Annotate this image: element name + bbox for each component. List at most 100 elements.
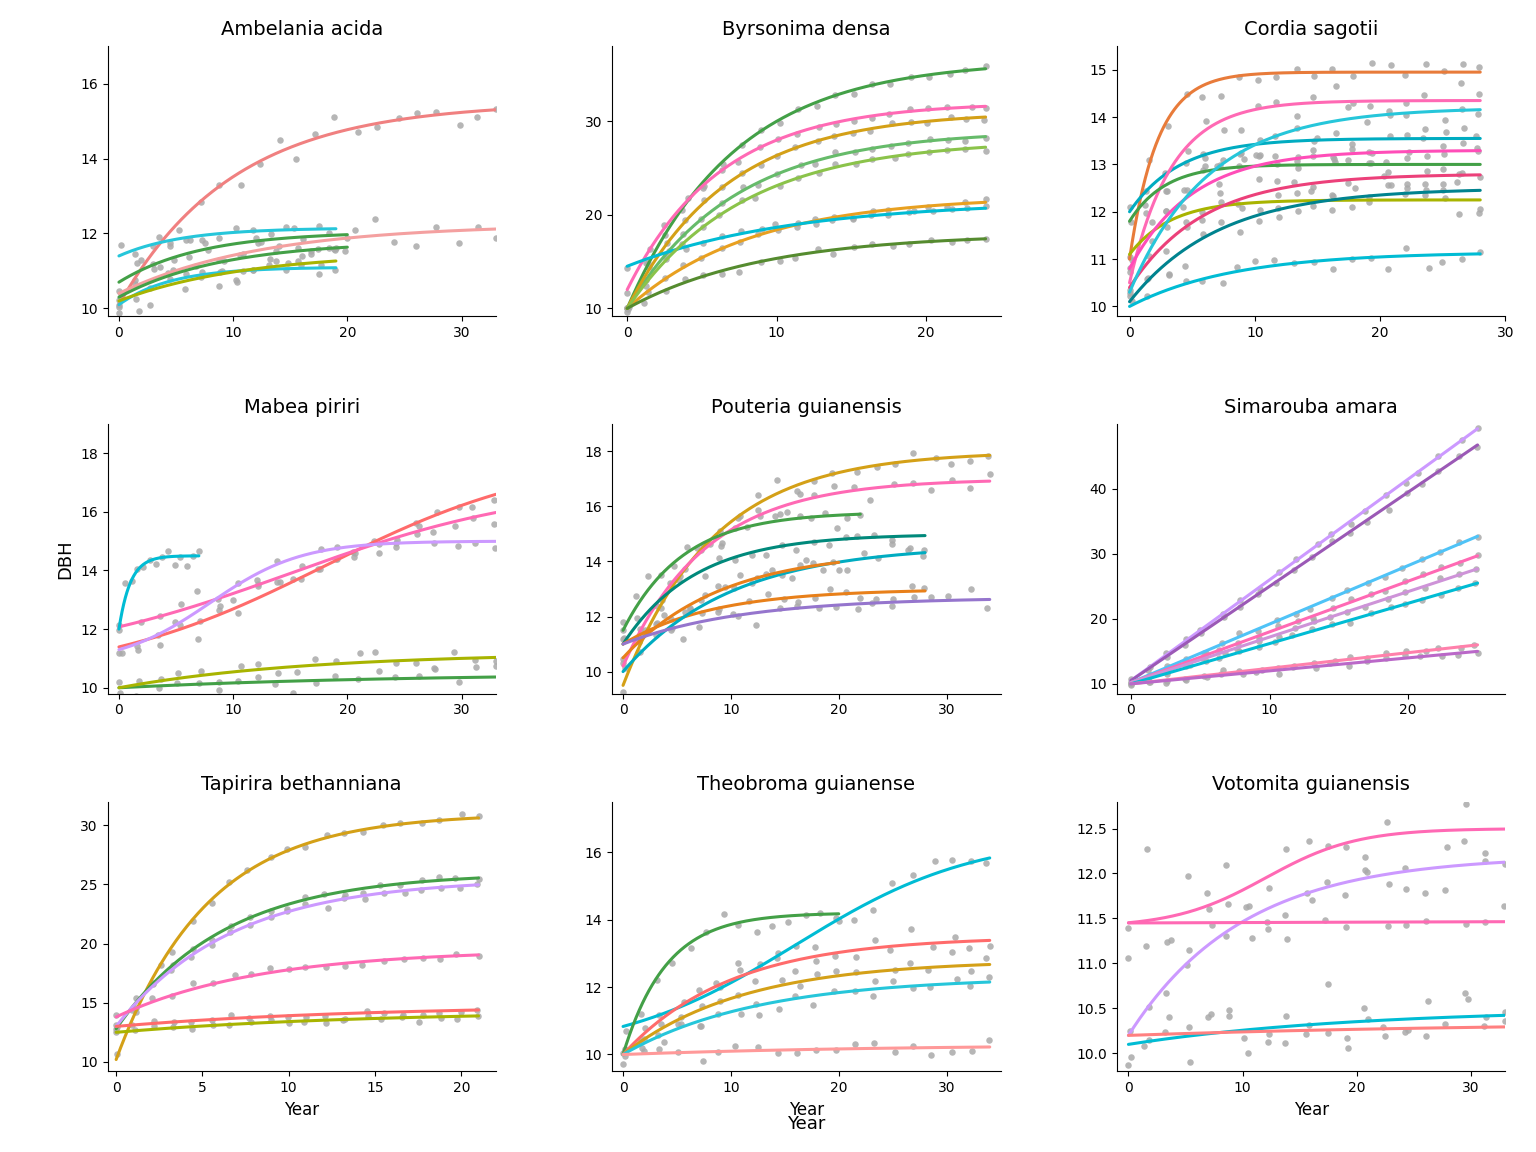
Point <box>1339 249 1364 267</box>
Point <box>674 537 699 555</box>
Point <box>1175 956 1200 975</box>
Point <box>281 569 306 588</box>
Point <box>1467 105 1491 123</box>
Point <box>863 931 888 949</box>
Point <box>264 242 289 260</box>
Point <box>842 1034 866 1053</box>
Point <box>920 203 945 221</box>
Point <box>1393 859 1418 878</box>
Point <box>627 632 651 651</box>
Point <box>766 221 791 240</box>
Point <box>218 917 243 935</box>
Point <box>768 251 793 270</box>
Point <box>293 894 318 912</box>
Point <box>1301 141 1326 159</box>
Point <box>313 957 338 976</box>
Point <box>1413 55 1438 74</box>
Point <box>843 154 868 173</box>
Point <box>685 538 710 556</box>
Point <box>1425 447 1450 465</box>
Point <box>770 536 794 554</box>
Point <box>1464 560 1488 578</box>
Point <box>785 218 809 236</box>
Point <box>1493 855 1518 873</box>
Point <box>1227 623 1252 642</box>
Point <box>653 270 677 288</box>
Point <box>442 869 467 887</box>
Point <box>324 538 349 556</box>
Point <box>333 242 358 260</box>
Point <box>1493 1003 1518 1022</box>
Point <box>189 662 214 681</box>
Point <box>803 1040 828 1059</box>
Point <box>1376 590 1401 608</box>
Point <box>404 514 429 532</box>
Point <box>957 478 982 497</box>
Point <box>897 954 922 972</box>
Point <box>1395 473 1419 492</box>
Point <box>207 276 232 295</box>
Point <box>911 547 935 566</box>
Point <box>880 236 905 255</box>
Point <box>943 927 968 946</box>
Point <box>1373 153 1398 172</box>
Point <box>746 1006 771 1024</box>
Point <box>207 601 232 620</box>
Point <box>823 598 848 616</box>
Point <box>120 1001 144 1020</box>
Point <box>690 996 714 1015</box>
Point <box>1465 546 1490 564</box>
Point <box>783 138 808 157</box>
Point <box>611 682 636 700</box>
Point <box>1172 257 1197 275</box>
Point <box>822 154 846 173</box>
Point <box>1339 198 1364 217</box>
Text: Year: Year <box>788 1115 825 1132</box>
Point <box>207 229 232 248</box>
Point <box>1358 585 1382 604</box>
Point <box>728 507 753 525</box>
Point <box>1266 185 1290 204</box>
Point <box>760 561 785 579</box>
Point <box>1246 71 1270 90</box>
Point <box>617 297 642 316</box>
Point <box>746 501 771 520</box>
Point <box>247 154 272 173</box>
Point <box>1393 1023 1418 1041</box>
Point <box>1468 243 1493 262</box>
Point <box>1356 574 1381 592</box>
Point <box>899 113 923 131</box>
Point <box>181 911 206 930</box>
Point <box>1264 574 1289 592</box>
Point <box>879 941 903 960</box>
Point <box>1195 1008 1220 1026</box>
Point <box>859 235 883 253</box>
Point <box>1232 150 1256 168</box>
Point <box>745 923 770 941</box>
Point <box>364 118 389 136</box>
Point <box>1263 127 1287 145</box>
Point <box>1249 131 1273 150</box>
Title: Cordia sagotii: Cordia sagotii <box>1244 20 1378 39</box>
Point <box>1249 579 1273 598</box>
Point <box>613 659 637 677</box>
Point <box>710 179 734 197</box>
Point <box>104 1018 129 1037</box>
Point <box>1430 646 1455 665</box>
Point <box>730 190 754 209</box>
Point <box>937 65 962 83</box>
Point <box>899 68 923 86</box>
Point <box>1319 532 1344 551</box>
Point <box>1154 182 1178 200</box>
Point <box>181 973 206 992</box>
Point <box>1465 419 1490 438</box>
Point <box>1395 179 1419 197</box>
Point <box>1467 142 1491 160</box>
Point <box>241 260 266 279</box>
Point <box>611 628 636 646</box>
Point <box>1283 561 1307 579</box>
Point <box>467 808 492 826</box>
Point <box>693 923 717 941</box>
Point <box>825 114 849 132</box>
Point <box>346 123 370 142</box>
